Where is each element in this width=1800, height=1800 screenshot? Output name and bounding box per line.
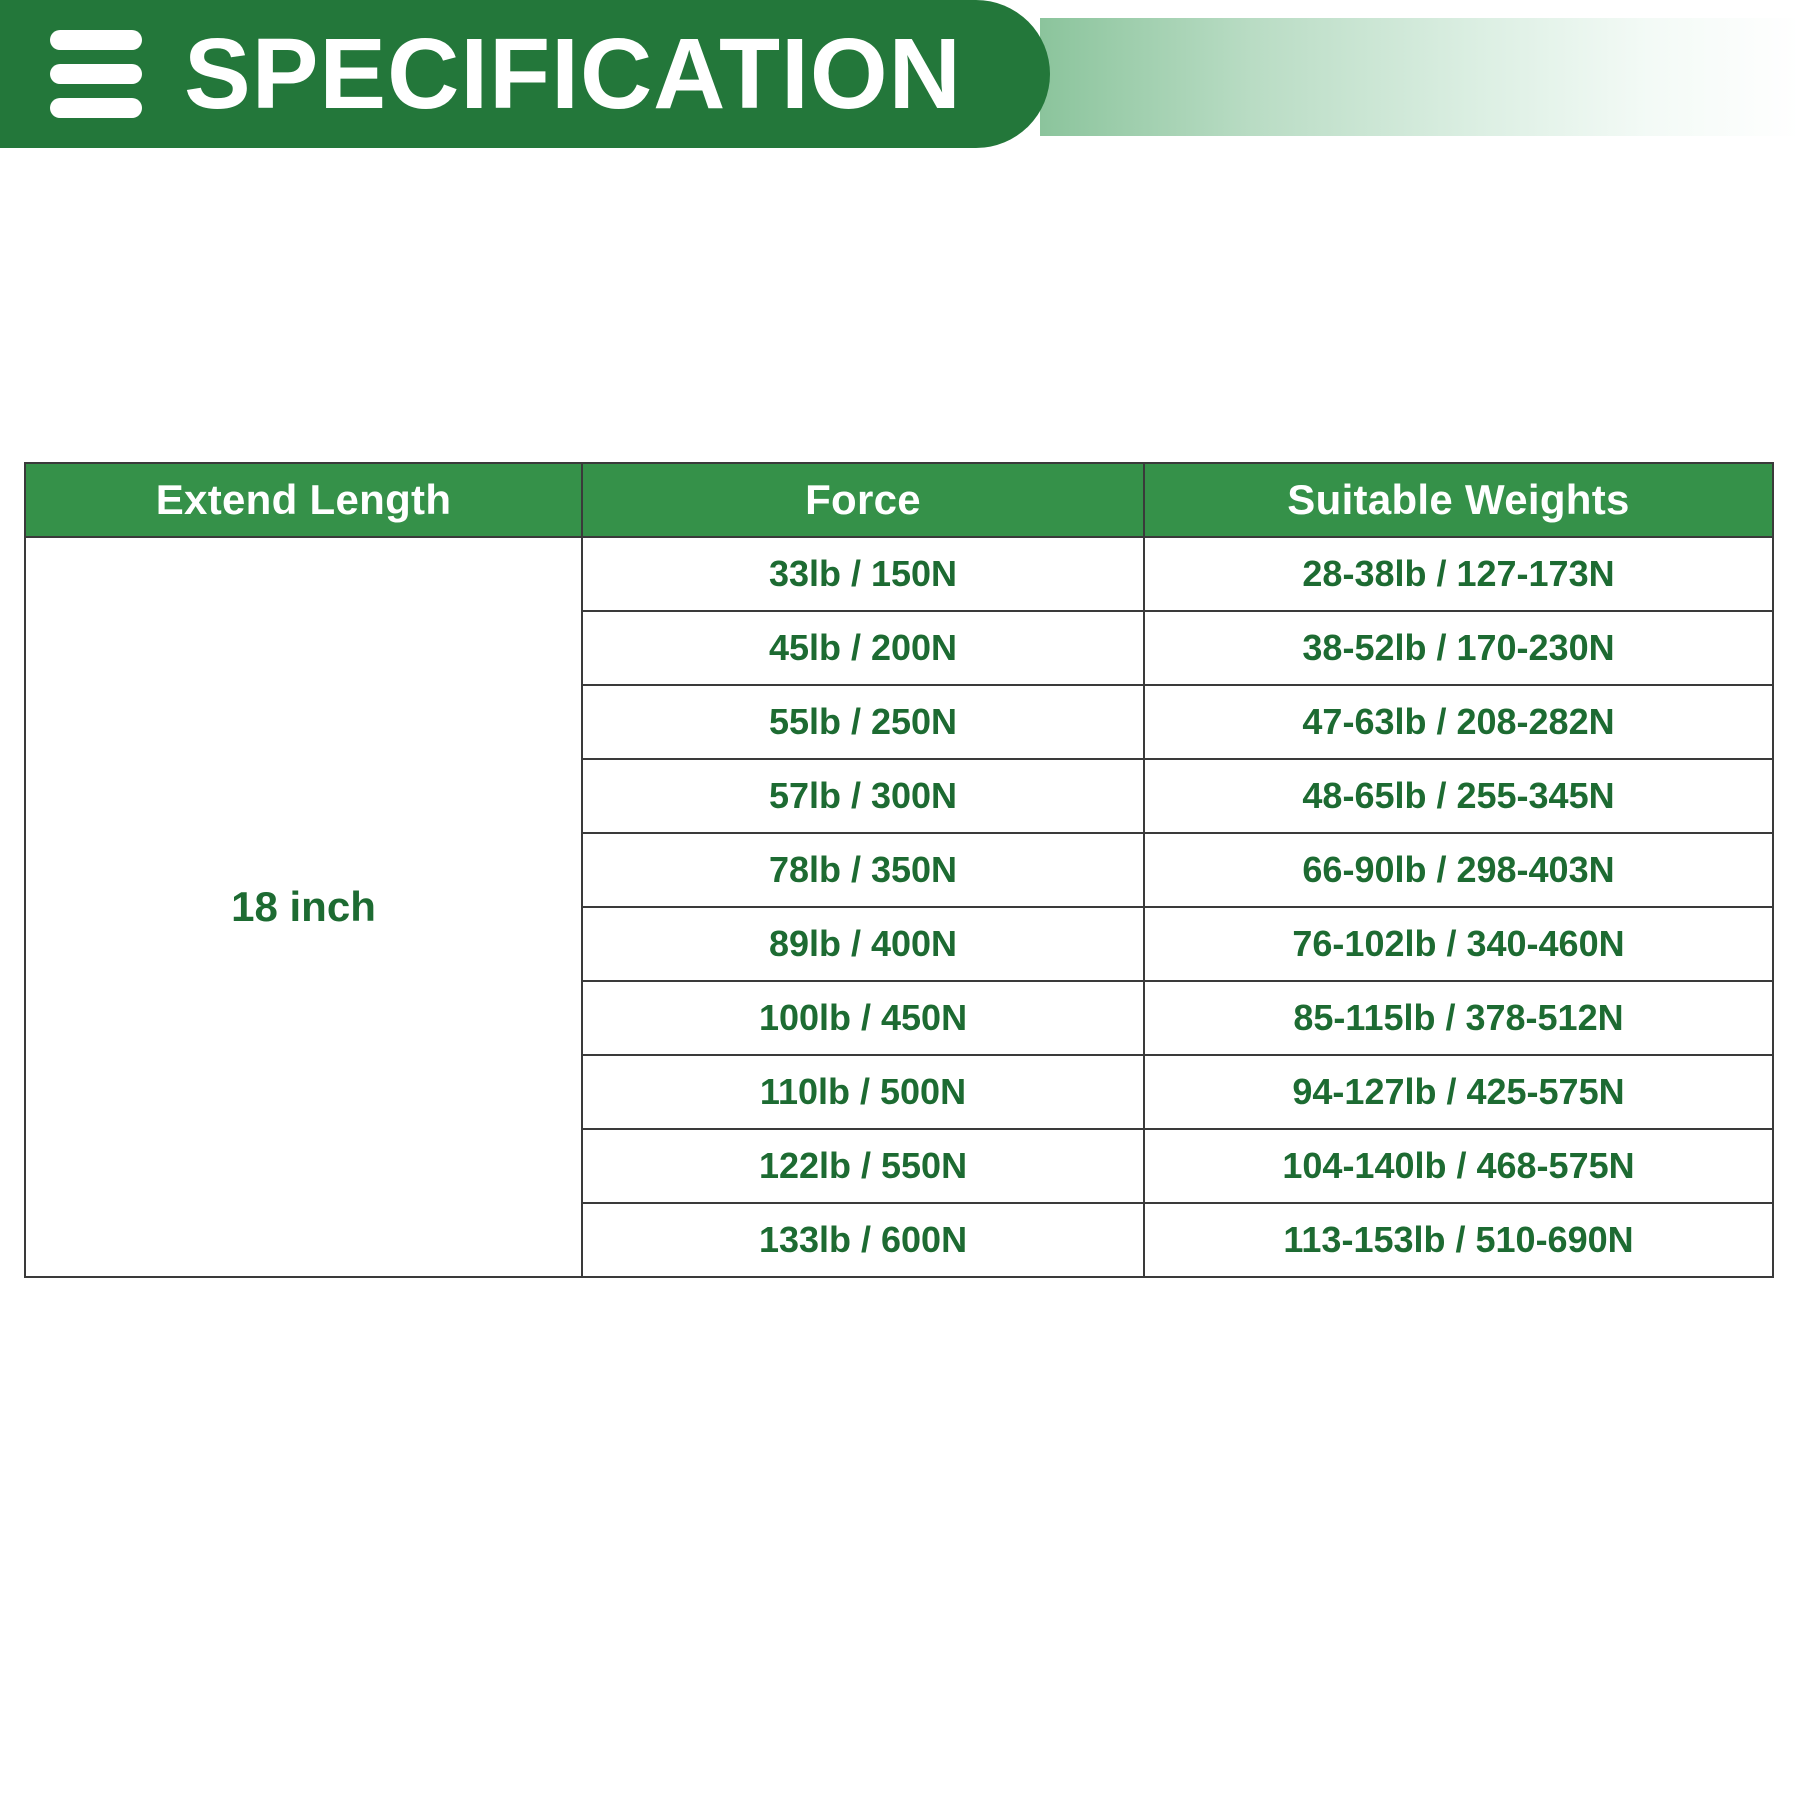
weights-value: 104-140lb / 468-575N xyxy=(1143,1128,1774,1204)
force-value: 45lb / 200N xyxy=(581,610,1145,686)
specification-table: Extend Length Force Suitable Weights 18 … xyxy=(24,462,1774,1278)
header-banner: SPECIFICATION xyxy=(0,0,1050,148)
table-row: 78lb / 350N 66-90lb / 298-403N xyxy=(25,832,1774,908)
hamburger-bar-middle xyxy=(50,64,142,84)
page-header: SPECIFICATION xyxy=(0,0,1800,152)
weights-value: 85-115lb / 378-512N xyxy=(1143,980,1774,1056)
weights-value: 48-65lb / 255-345N xyxy=(1143,758,1774,834)
weights-value: 47-63lb / 208-282N xyxy=(1143,684,1774,760)
force-value: 110lb / 500N xyxy=(581,1054,1145,1130)
force-value: 33lb / 150N xyxy=(581,536,1145,612)
table-row: 110lb / 500N 94-127lb / 425-575N xyxy=(25,1054,1774,1130)
column-header-force: Force xyxy=(581,462,1145,538)
header-gradient-strip xyxy=(1040,18,1800,136)
weights-value: 28-38lb / 127-173N xyxy=(1143,536,1774,612)
force-value: 55lb / 250N xyxy=(581,684,1145,760)
force-value: 133lb / 600N xyxy=(581,1202,1145,1278)
page-title: SPECIFICATION xyxy=(184,18,962,130)
table-row: 45lb / 200N 38-52lb / 170-230N xyxy=(25,610,1774,686)
table-header: Extend Length Force Suitable Weights xyxy=(24,462,1774,538)
table-row: 55lb / 250N 47-63lb / 208-282N xyxy=(25,684,1774,760)
weights-value: 76-102lb / 340-460N xyxy=(1143,906,1774,982)
extend-length-value: 18 inch xyxy=(24,536,583,1278)
weights-value: 66-90lb / 298-403N xyxy=(1143,832,1774,908)
force-value: 100lb / 450N xyxy=(581,980,1145,1056)
hamburger-icon xyxy=(50,30,142,118)
weights-value: 38-52lb / 170-230N xyxy=(1143,610,1774,686)
force-value: 122lb / 550N xyxy=(581,1128,1145,1204)
table-row: 57lb / 300N 48-65lb / 255-345N xyxy=(25,758,1774,834)
table-row: 100lb / 450N 85-115lb / 378-512N xyxy=(25,980,1774,1056)
force-value: 57lb / 300N xyxy=(581,758,1145,834)
hamburger-bar-top xyxy=(50,30,142,50)
force-value: 78lb / 350N xyxy=(581,832,1145,908)
hamburger-bar-bottom xyxy=(50,98,142,118)
weights-value: 113-153lb / 510-690N xyxy=(1143,1202,1774,1278)
table-row: 122lb / 550N 104-140lb / 468-575N xyxy=(25,1128,1774,1204)
table-body: 18 inch 33lb / 150N 28-38lb / 127-173N 4… xyxy=(24,536,1774,1278)
weights-value: 94-127lb / 425-575N xyxy=(1143,1054,1774,1130)
table-row: 18 inch 33lb / 150N 28-38lb / 127-173N xyxy=(24,536,1774,1278)
column-header-suitable-weights: Suitable Weights xyxy=(1143,462,1774,538)
table-row: 133lb / 600N 113-153lb / 510-690N xyxy=(25,1202,1774,1278)
column-header-extend-length: Extend Length xyxy=(24,462,583,538)
table-header-row: Extend Length Force Suitable Weights xyxy=(24,462,1774,538)
table-row: 89lb / 400N 76-102lb / 340-460N xyxy=(25,906,1774,982)
force-value: 89lb / 400N xyxy=(581,906,1145,982)
